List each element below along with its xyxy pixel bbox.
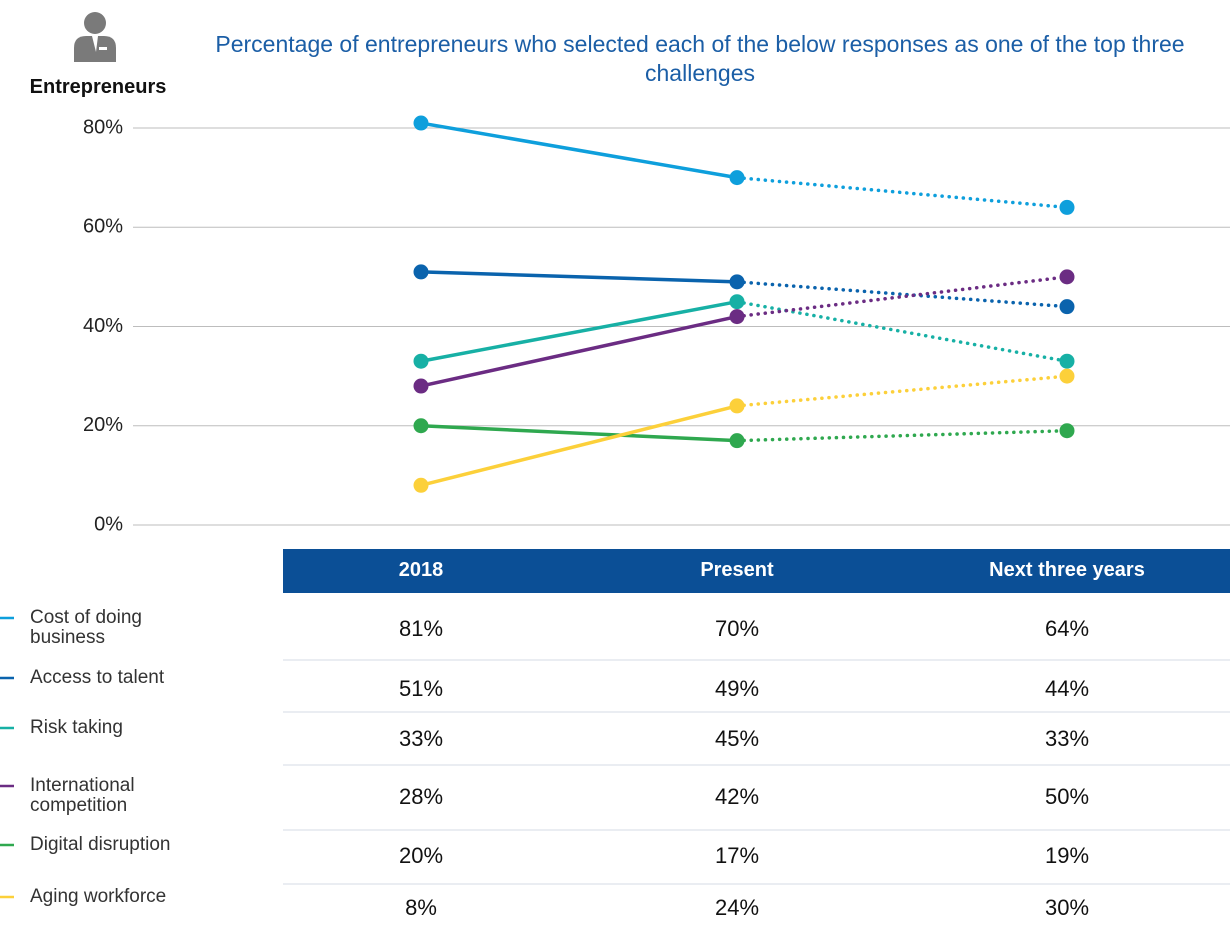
table-value: 50% bbox=[1044, 784, 1090, 809]
y-tick-label: 40% bbox=[83, 315, 123, 337]
point bbox=[1059, 199, 1075, 215]
point bbox=[1059, 368, 1075, 384]
chart-title: Percentage of entrepreneurs who selected… bbox=[215, 31, 1185, 86]
table-value: 44% bbox=[1044, 676, 1090, 701]
table-value: 19% bbox=[1044, 843, 1090, 868]
projection-segment bbox=[735, 175, 1069, 210]
line-segment bbox=[419, 404, 739, 488]
table-value: 64% bbox=[1044, 616, 1090, 641]
table-header-bar bbox=[283, 549, 1230, 593]
column-header: 2018 bbox=[398, 559, 444, 581]
projection-segment bbox=[735, 299, 1069, 363]
table-value: 28% bbox=[398, 784, 444, 809]
group-label: Entrepreneurs bbox=[29, 76, 167, 98]
table-value: 20% bbox=[398, 843, 444, 868]
point bbox=[729, 309, 745, 325]
point bbox=[1059, 299, 1075, 315]
point bbox=[413, 378, 429, 394]
point bbox=[729, 274, 745, 290]
projection-segment bbox=[735, 280, 1069, 309]
line-segment bbox=[419, 270, 739, 284]
table-value: 33% bbox=[1044, 726, 1090, 751]
y-tick-label: 20% bbox=[83, 414, 123, 436]
table-value: 51% bbox=[398, 676, 444, 701]
legend-label: International competition bbox=[30, 775, 135, 816]
point bbox=[729, 170, 745, 186]
legend-label: Cost of doing business bbox=[30, 607, 142, 648]
table-value: 24% bbox=[714, 895, 760, 920]
point bbox=[413, 418, 429, 434]
point bbox=[1059, 353, 1075, 369]
legend-label: Digital disruption bbox=[30, 834, 171, 855]
point bbox=[1059, 269, 1075, 285]
column-header: Next three years bbox=[989, 559, 1145, 581]
projection-segment bbox=[735, 428, 1069, 443]
point bbox=[729, 294, 745, 310]
point bbox=[413, 353, 429, 369]
y-tick-label: 0% bbox=[94, 513, 123, 535]
line-segment bbox=[419, 424, 739, 443]
table-value: 30% bbox=[1044, 895, 1090, 920]
point bbox=[729, 433, 745, 449]
point bbox=[1059, 423, 1075, 439]
y-tick-label: 60% bbox=[83, 216, 123, 238]
table-value: 17% bbox=[714, 843, 760, 868]
point bbox=[413, 115, 429, 131]
table-value: 42% bbox=[714, 784, 760, 809]
legend-label: Risk taking bbox=[30, 717, 123, 738]
point bbox=[413, 477, 429, 493]
point bbox=[729, 398, 745, 414]
table-value: 33% bbox=[398, 726, 444, 751]
table-value: 8% bbox=[405, 895, 437, 920]
person-icon bbox=[74, 12, 116, 62]
line-segment bbox=[419, 121, 739, 180]
table-value: 49% bbox=[714, 676, 760, 701]
table-value: 81% bbox=[398, 616, 444, 641]
column-header: Present bbox=[700, 559, 774, 581]
legend-label: Access to talent bbox=[30, 667, 165, 688]
table-value: 70% bbox=[714, 616, 760, 641]
legend-label: Aging workforce bbox=[30, 886, 167, 907]
y-tick-label: 80% bbox=[83, 116, 123, 138]
projection-segment bbox=[735, 275, 1069, 319]
table-value: 45% bbox=[714, 726, 760, 751]
line-segment bbox=[419, 299, 739, 363]
line-segment bbox=[419, 314, 739, 388]
projection-segment bbox=[735, 374, 1069, 408]
point bbox=[413, 264, 429, 280]
